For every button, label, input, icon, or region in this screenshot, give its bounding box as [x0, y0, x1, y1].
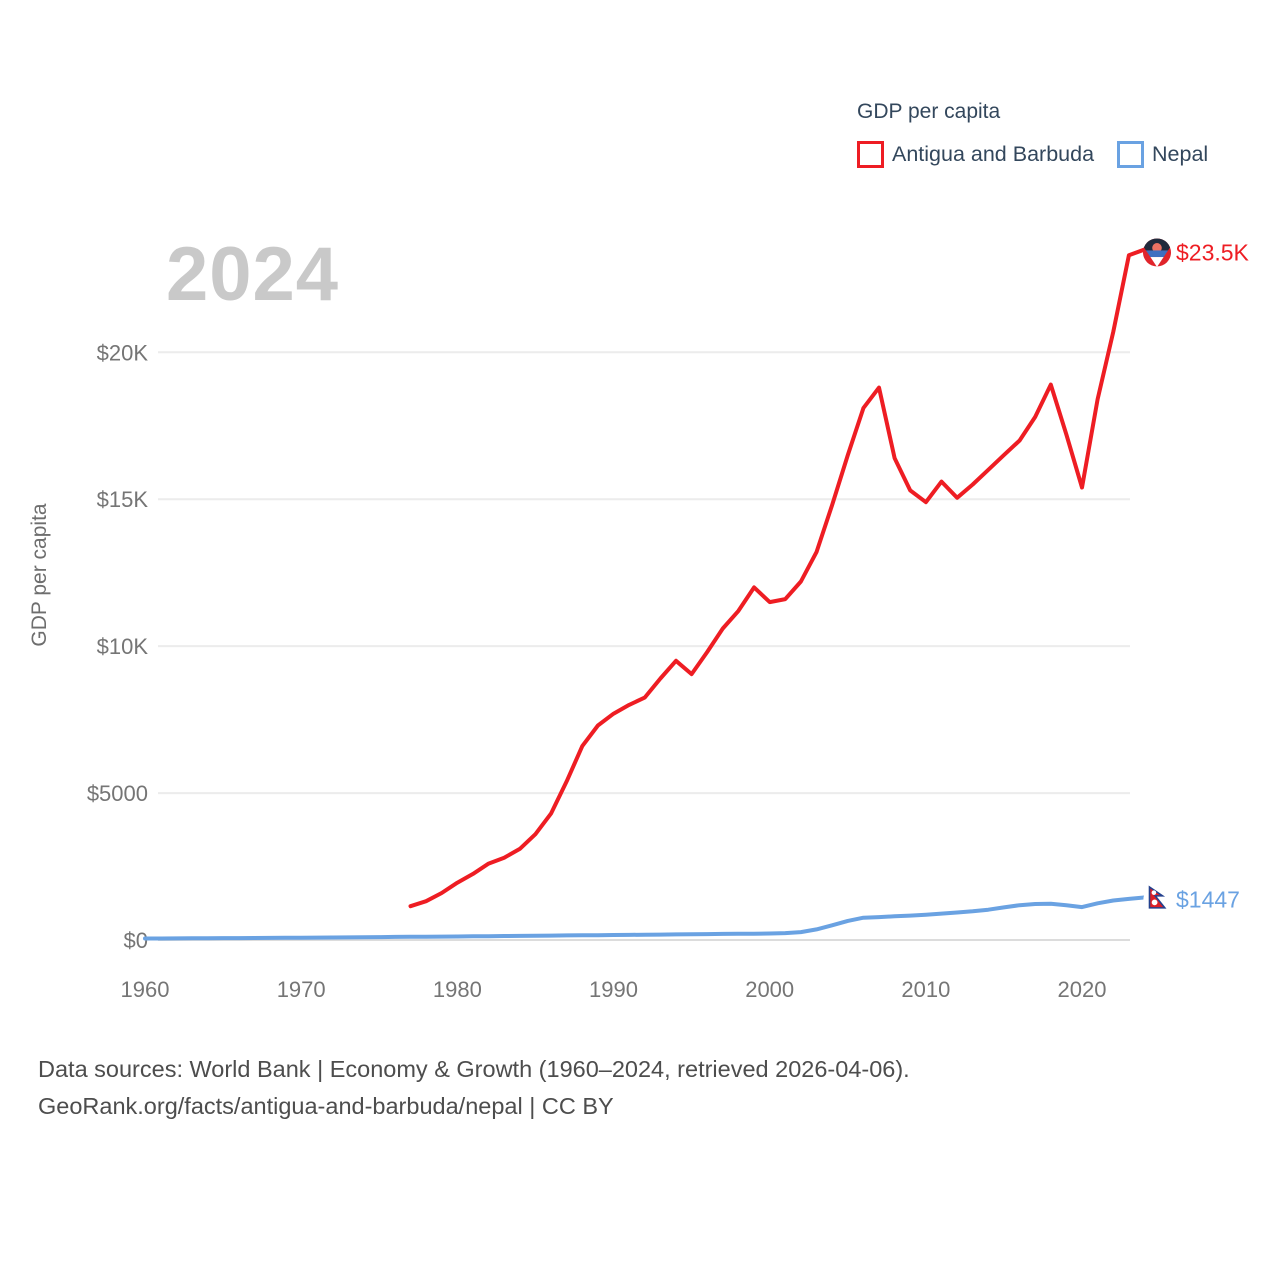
y-axis-tick-labels: $0 $5000 $10K $15K $20K	[87, 340, 149, 953]
series-lines	[143, 247, 1147, 941]
y-tick-label: $10K	[97, 634, 149, 659]
legend-item-antigua-and-barbuda[interactable]: Antigua and Barbuda	[857, 141, 1094, 168]
antigua-series-swatch-icon	[857, 141, 884, 168]
legend-label-nepal: Nepal	[1152, 142, 1209, 166]
y-tick-label: $0	[124, 928, 148, 953]
legend-row: Antigua and Barbuda Nepal	[857, 141, 1208, 168]
chart-legend: GDP per capita Antigua and Barbuda Nepal	[857, 100, 1208, 168]
series-line-antigua-and-barbuda	[408, 247, 1147, 909]
y-tick-label: $5000	[87, 781, 148, 806]
nepal-series-swatch-icon	[1117, 141, 1145, 168]
legend-label-antigua-and-barbuda: Antigua and Barbuda	[892, 142, 1095, 166]
x-tick-label: 1990	[589, 977, 638, 1002]
y-tick-label: $20K	[97, 340, 149, 365]
y-tick-label: $15K	[97, 487, 149, 512]
x-tick-label: 1980	[433, 977, 482, 1002]
attribution: Data sources: World Bank | Economy & Gro…	[38, 1051, 910, 1125]
antigua-end-value-label: $23.5K	[1176, 239, 1250, 265]
watermark-year: 2024	[166, 232, 339, 317]
nepal-flag-icon	[1143, 885, 1171, 914]
y-axis-title: GDP per capita	[28, 503, 51, 647]
x-tick-label: 2010	[901, 977, 950, 1002]
footer-sources-line: Data sources: World Bank | Economy & Gro…	[38, 1056, 910, 1082]
series-line-nepal	[143, 895, 1147, 941]
footer-url-line: GeoRank.org/facts/antigua-and-barbuda/ne…	[38, 1093, 614, 1119]
x-tick-label: 2000	[745, 977, 794, 1002]
x-tick-label: 2020	[1058, 977, 1107, 1002]
gridlines	[158, 351, 1130, 941]
x-tick-label: 1960	[121, 977, 170, 1002]
x-tick-label: 1970	[277, 977, 326, 1002]
nepal-end-value-label: $1447	[1176, 886, 1240, 912]
legend-title: GDP per capita	[857, 100, 1001, 123]
antigua-and-barbuda-flag-icon	[1143, 238, 1171, 267]
x-axis-tick-labels: 1960 1970 1980 1990 2000 2010 2020	[121, 977, 1107, 1002]
legend-item-nepal[interactable]: Nepal	[1117, 141, 1208, 168]
